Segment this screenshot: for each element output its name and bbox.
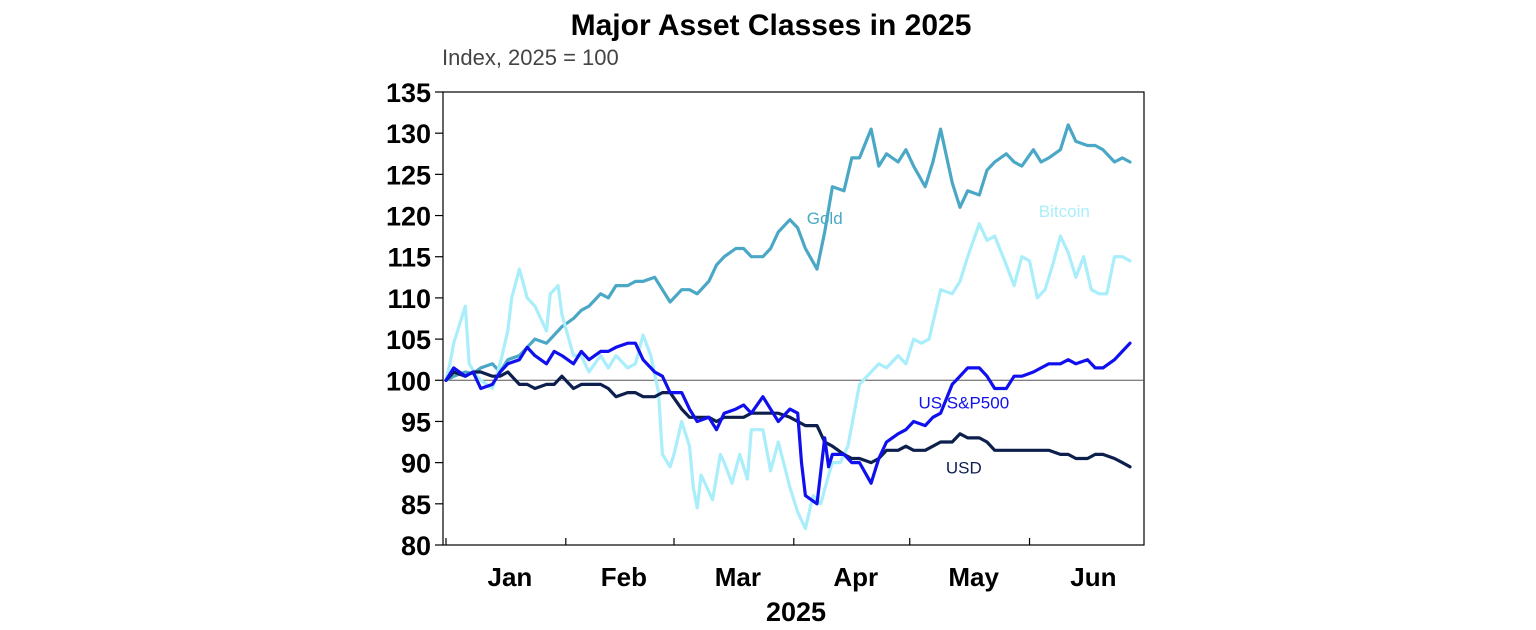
series-label-us-s-p500: US S&P500 xyxy=(918,393,1009,412)
series-label-gold: Gold xyxy=(807,209,843,228)
x-tick-label: May xyxy=(948,562,999,592)
series-label-bitcoin: Bitcoin xyxy=(1039,202,1090,221)
y-tick-label: 110 xyxy=(387,284,431,314)
x-tick-label: Jan xyxy=(487,562,532,592)
series-line-usd xyxy=(444,370,1132,469)
series-labels-layer: Gold Bitcoin US S&P500 USD xyxy=(807,202,1090,477)
y-axis: 80 85 90 95 100 105 110 115 120 125 130 135 xyxy=(386,78,443,561)
x-axis-title: 2025 xyxy=(766,597,826,627)
x-tick-label: Mar xyxy=(715,562,761,592)
y-tick-label: 135 xyxy=(386,78,431,108)
y-tick-label: 125 xyxy=(386,160,431,190)
y-tick-label: 95 xyxy=(401,407,431,437)
y-tick-label: 85 xyxy=(401,490,431,520)
chart-subtitle: Index, 2025 = 100 xyxy=(442,45,619,70)
series-line-gold xyxy=(444,123,1132,382)
x-axis: Jan Feb Mar Apr May Jun xyxy=(445,538,1117,592)
series-layer xyxy=(444,123,1132,531)
y-tick-label: 100 xyxy=(386,366,431,396)
series-line-us-s-p500 xyxy=(444,341,1132,506)
x-tick-label: Apr xyxy=(833,562,878,592)
y-tick-label: 105 xyxy=(386,325,431,355)
y-tick-label: 90 xyxy=(401,449,431,479)
y-tick-label: 130 xyxy=(386,119,431,149)
y-tick-label: 115 xyxy=(387,243,431,273)
x-tick-label: Jun xyxy=(1070,562,1116,592)
chart-title: Major Asset Classes in 2025 xyxy=(571,9,972,42)
series-label-usd: USD xyxy=(946,458,982,477)
y-tick-label: 80 xyxy=(401,531,431,561)
x-tick-label: Feb xyxy=(601,562,647,592)
y-tick-label: 120 xyxy=(386,202,431,232)
series-line-bitcoin xyxy=(444,222,1132,531)
